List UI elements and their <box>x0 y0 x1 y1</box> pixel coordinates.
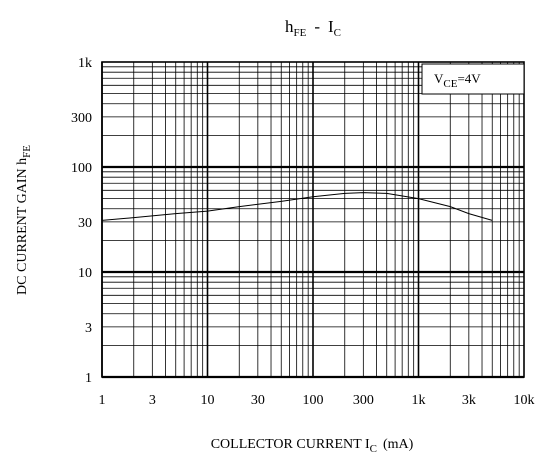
y-tick-label: 30 <box>78 216 92 231</box>
hfe-curve <box>101 192 493 221</box>
y-tick-labels: 1 3 10 30 100 300 1k <box>71 56 92 386</box>
x-tick-label: 100 <box>303 393 324 408</box>
x-tick-label: 3k <box>462 393 476 408</box>
chart-title-main: h <box>285 17 294 36</box>
vce-annotation-box <box>421 63 525 95</box>
x-tick-label: 1k <box>412 393 426 408</box>
x-axis-label: COLLECTOR CURRENT IC (mA) <box>211 437 414 455</box>
x-tick-label: 10 <box>201 393 215 408</box>
y-tick-label: 1 <box>85 371 92 386</box>
x-tick-label: 10k <box>514 393 535 408</box>
plot-area-border <box>101 61 525 378</box>
y-tick-label: 1k <box>78 56 92 71</box>
y-axis-label-sub: FE <box>21 145 33 158</box>
y-axis-label-text: DC CURRENT GAIN h <box>15 158 30 295</box>
chart-title-second-sub: C <box>334 27 341 39</box>
x-axis-label-unit: (mA) <box>383 437 414 452</box>
y-tick-label: 100 <box>71 161 92 176</box>
x-tick-labels: 1 3 10 30 100 300 1k 3k 10k <box>99 393 535 408</box>
x-axis-label-text: COLLECTOR CURRENT I <box>211 437 370 452</box>
x-axis-label-sub: C <box>370 443 377 455</box>
y-tick-label: 10 <box>78 266 92 281</box>
vce-annotation: VCE=4V <box>434 71 481 90</box>
vce-annotation-main: V <box>434 71 444 86</box>
vce-annotation-sub: CE <box>443 78 457 90</box>
grid-lines <box>101 62 524 379</box>
x-tick-label: 30 <box>251 393 265 408</box>
y-tick-label: 300 <box>71 111 92 126</box>
y-tick-label: 3 <box>85 321 92 336</box>
x-tick-label: 3 <box>149 393 156 408</box>
chart-title-second: I <box>328 17 334 36</box>
chart-title-sep: - <box>314 17 320 36</box>
vce-annotation-rest: =4V <box>457 71 481 86</box>
x-tick-label: 1 <box>99 393 106 408</box>
chart-title-main-sub: FE <box>293 27 306 39</box>
x-tick-label: 300 <box>353 393 374 408</box>
y-axis-label: DC CURRENT GAIN hFE <box>15 145 33 295</box>
chart-title: hFE - IC <box>285 17 341 39</box>
series-layer <box>101 192 493 221</box>
